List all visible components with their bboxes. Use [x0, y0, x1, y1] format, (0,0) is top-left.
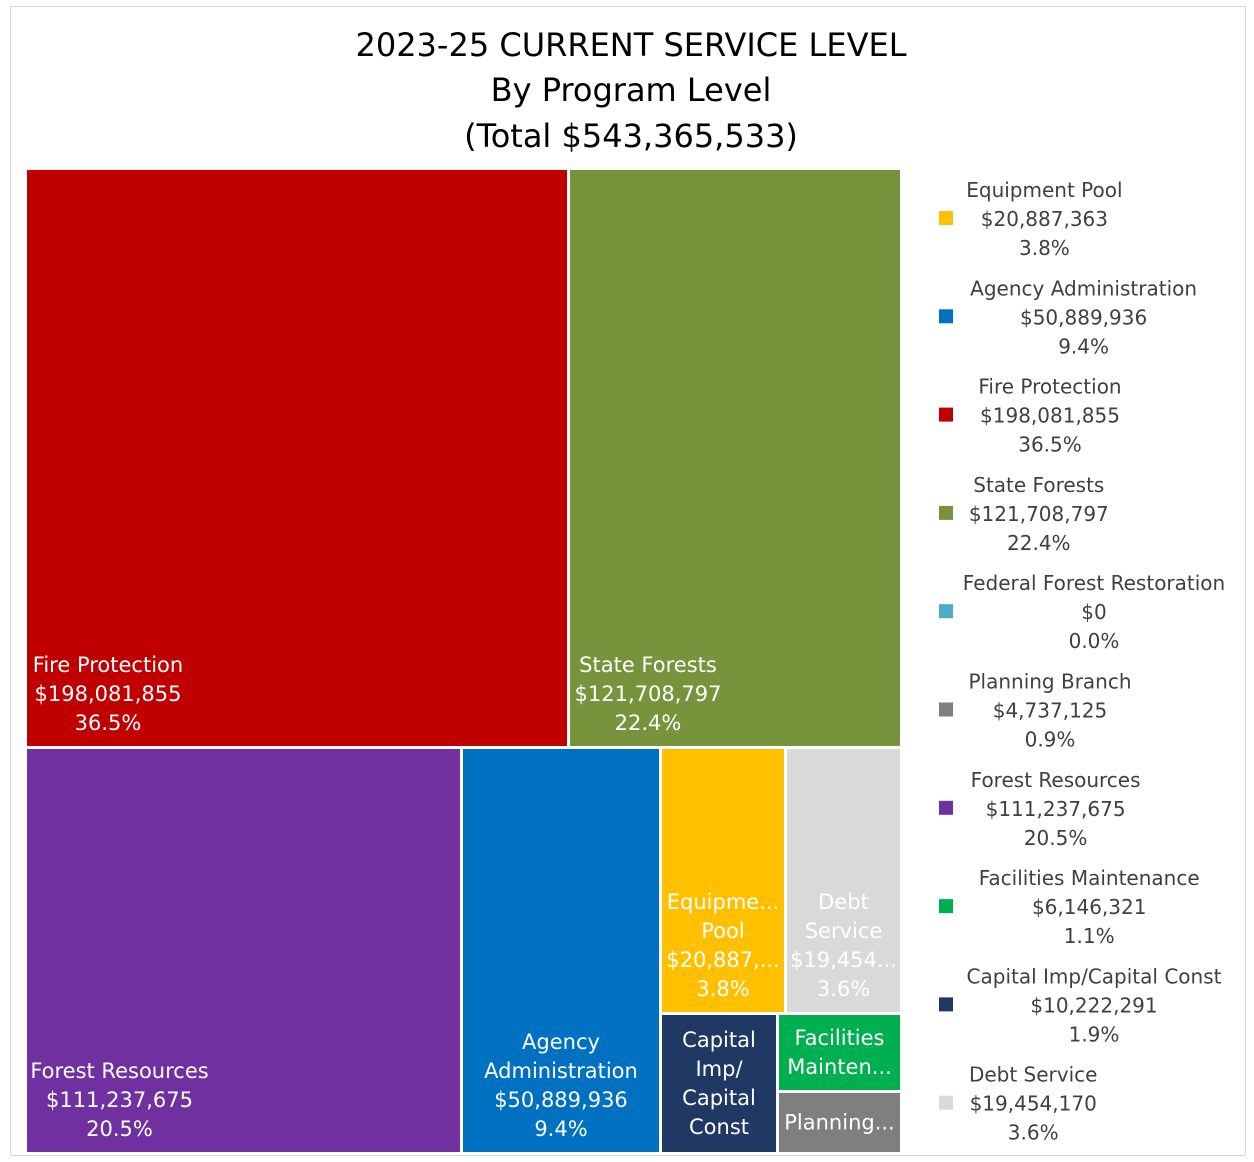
legend-label-facilities-maintenance-0: Facilities Maintenance — [979, 866, 1200, 890]
legend-label-equipment-pool-0: Equipment Pool — [966, 178, 1122, 202]
legend-label-debt-service-2: 3.6% — [1008, 1121, 1059, 1145]
legend-label-agency-administration-1: $50,889,936 — [1020, 305, 1147, 329]
legend-swatch-planning-branch — [939, 702, 953, 717]
legend-label-state-forests-2: 22.4% — [1007, 531, 1071, 555]
tile-label-agency-administration-1: Administration — [484, 1059, 638, 1083]
tile-label-capital-imp-capital-const-0: Capital — [682, 1028, 756, 1052]
tile-label-planning-branch-0: Planning... — [784, 1111, 895, 1135]
tile-label-capital-imp-capital-const-3: Const — [689, 1115, 749, 1139]
legend-label-forest-resources-2: 20.5% — [1024, 826, 1088, 850]
tile-label-agency-administration-0: Agency — [522, 1030, 600, 1054]
legend-label-capital-imp-capital-const-2: 1.9% — [1069, 1022, 1120, 1046]
legend-swatch-federal-forest-restoration — [939, 604, 953, 619]
tile-label-agency-administration-2: $50,889,936 — [494, 1088, 628, 1112]
tile-label-equipment-pool-2: $20,887,... — [666, 948, 780, 972]
tile-label-agency-administration-3: 9.4% — [534, 1117, 587, 1141]
legend-swatch-fire-protection — [939, 407, 953, 422]
tile-label-fire-protection-2: 36.5% — [75, 711, 142, 735]
legend-label-capital-imp-capital-const-1: $10,222,291 — [1030, 993, 1157, 1017]
tile-fire-protection — [27, 170, 567, 746]
legend-label-fire-protection-0: Fire Protection — [978, 375, 1121, 399]
tile-label-debt-service-1: Service — [805, 919, 883, 943]
legend-label-forest-resources-1: $111,237,675 — [986, 797, 1126, 821]
legend-label-equipment-pool-2: 3.8% — [1019, 236, 1070, 260]
chart-title-line-1: 2023-25 CURRENT SERVICE LEVEL — [355, 26, 907, 64]
legend-label-federal-forest-restoration-2: 0.0% — [1069, 629, 1120, 653]
legend-label-fire-protection-2: 36.5% — [1018, 433, 1082, 457]
tile-label-state-forests-1: $121,708,797 — [575, 682, 722, 706]
legend-label-agency-administration-0: Agency Administration — [970, 276, 1197, 300]
chart-frame — [10, 6, 1246, 1156]
tile-label-facilities-maintenance-1: Mainten... — [787, 1055, 892, 1079]
tile-label-capital-imp-capital-const-2: Capital — [682, 1086, 756, 1110]
tile-agency-administration — [463, 749, 659, 1152]
legend-label-facilities-maintenance-1: $6,146,321 — [1032, 895, 1147, 919]
tile-label-debt-service-2: $19,454... — [790, 948, 897, 972]
legend-label-equipment-pool-1: $20,887,363 — [981, 207, 1108, 231]
tile-capital-imp-capital-const — [662, 1015, 776, 1152]
tile-label-forest-resources-2: 20.5% — [86, 1117, 153, 1141]
legend-label-fire-protection-1: $198,081,855 — [980, 404, 1120, 428]
legend-label-federal-forest-restoration-0: Federal Forest Restoration — [963, 571, 1225, 595]
tile-label-equipment-pool-3: 3.8% — [696, 977, 749, 1001]
legend-label-debt-service-0: Debt Service — [969, 1063, 1098, 1087]
tile-label-fire-protection-1: $198,081,855 — [35, 682, 182, 706]
tile-forest-resources — [27, 749, 460, 1152]
legend-swatch-state-forests — [939, 505, 953, 520]
legend-label-facilities-maintenance-2: 1.1% — [1064, 924, 1115, 948]
tile-debt-service — [787, 749, 900, 1012]
tile-label-facilities-maintenance-0: Facilities — [795, 1026, 885, 1050]
legend-label-state-forests-1: $121,708,797 — [969, 502, 1109, 526]
tile-equipment-pool — [662, 749, 784, 1012]
legend-label-forest-resources-0: Forest Resources — [971, 768, 1141, 792]
legend-swatch-debt-service — [939, 1095, 953, 1110]
tile-label-forest-resources-0: Forest Resources — [30, 1059, 208, 1083]
tile-label-state-forests-0: State Forests — [579, 653, 717, 677]
legend-label-federal-forest-restoration-1: $0 — [1081, 600, 1106, 624]
tile-label-capital-imp-capital-const-1: Imp/ — [695, 1057, 743, 1081]
tile-label-state-forests-2: 22.4% — [615, 711, 682, 735]
legend-swatch-equipment-pool — [939, 211, 953, 225]
tile-planning-branch — [779, 1093, 900, 1152]
tile-label-debt-service-0: Debt — [818, 890, 869, 914]
chart-title-line-2: By Program Level — [490, 71, 772, 109]
tile-state-forests — [570, 170, 900, 746]
legend-label-planning-branch-1: $4,737,125 — [993, 699, 1108, 723]
tile-label-debt-service-3: 3.6% — [817, 977, 870, 1001]
tile-facilities-maintenance — [779, 1015, 900, 1090]
legend-swatch-forest-resources — [939, 800, 953, 815]
tile-label-fire-protection-0: Fire Protection — [33, 653, 183, 677]
legend-label-capital-imp-capital-const-0: Capital Imp/Capital Const — [967, 964, 1222, 988]
tile-label-forest-resources-1: $111,237,675 — [46, 1088, 193, 1112]
legend-label-state-forests-0: State Forests — [973, 473, 1104, 497]
legend-swatch-capital-imp-capital-const — [939, 997, 953, 1012]
tile-label-equipment-pool-1: Pool — [701, 919, 744, 943]
legend-label-debt-service-1: $19,454,170 — [970, 1092, 1097, 1116]
legend-label-agency-administration-2: 9.4% — [1058, 334, 1109, 358]
legend-swatch-agency-administration — [939, 309, 953, 324]
legend-label-planning-branch-0: Planning Branch — [968, 670, 1131, 694]
tile-label-equipment-pool-0: Equipme... — [667, 890, 779, 914]
legend-swatch-facilities-maintenance — [939, 899, 953, 914]
legend-label-planning-branch-2: 0.9% — [1025, 728, 1076, 752]
chart-title-line-3: (Total $543,365,533) — [464, 117, 798, 155]
